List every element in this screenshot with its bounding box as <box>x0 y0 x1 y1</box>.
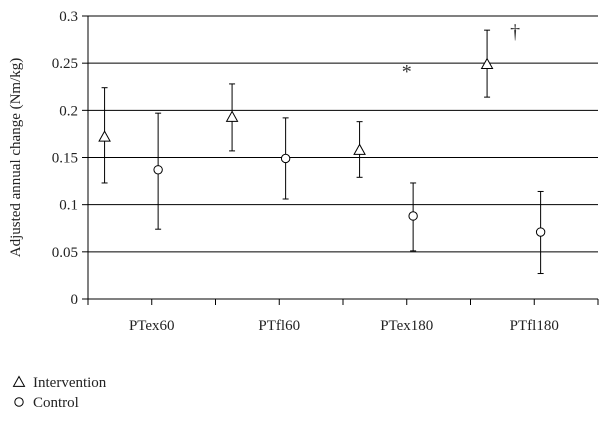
y-tick-label: 0.2 <box>59 103 78 119</box>
control-point <box>535 227 546 237</box>
x-tick-label: PTfl60 <box>258 318 300 334</box>
y-ticks: 0 0.05 0.1 0.15 0.2 0.25 0.3 <box>52 9 88 308</box>
control-point <box>408 211 418 221</box>
x-tick-label: PTfl180 <box>510 318 559 334</box>
significance-marker: † <box>510 21 520 43</box>
data-marks <box>98 29 546 275</box>
grid-lines <box>88 15 598 253</box>
y-tick-label: 0.3 <box>59 9 78 25</box>
intervention-point <box>225 110 239 122</box>
x-ticks: PTex60 PTfl60 PTex180 PTfl180 <box>87 299 599 334</box>
y-tick-label: 0.15 <box>52 151 78 167</box>
y-axis-label: Adjusted annual change (Nm/kg) <box>8 58 24 258</box>
control-point <box>280 153 291 164</box>
y-tick-label: 0 <box>71 292 79 308</box>
legend: Intervention Control <box>12 375 107 411</box>
y-tick-label: 0.05 <box>52 245 78 261</box>
intervention-point <box>480 57 494 70</box>
x-tick-label: PTex180 <box>380 318 433 334</box>
legend-label-control: Control <box>33 395 79 411</box>
control-point <box>153 165 163 175</box>
y-tick-label: 0.1 <box>59 198 78 214</box>
legend-label-intervention: Intervention <box>33 375 107 391</box>
annotations: *† <box>402 21 520 83</box>
y-tick-label: 0.25 <box>52 56 78 72</box>
legend-marker-control <box>14 397 24 407</box>
intervention-point <box>353 143 366 155</box>
legend-marker-intervention <box>12 375 26 387</box>
significance-marker: * <box>402 61 412 83</box>
x-tick-label: PTex60 <box>129 318 175 334</box>
intervention-point <box>98 130 111 142</box>
